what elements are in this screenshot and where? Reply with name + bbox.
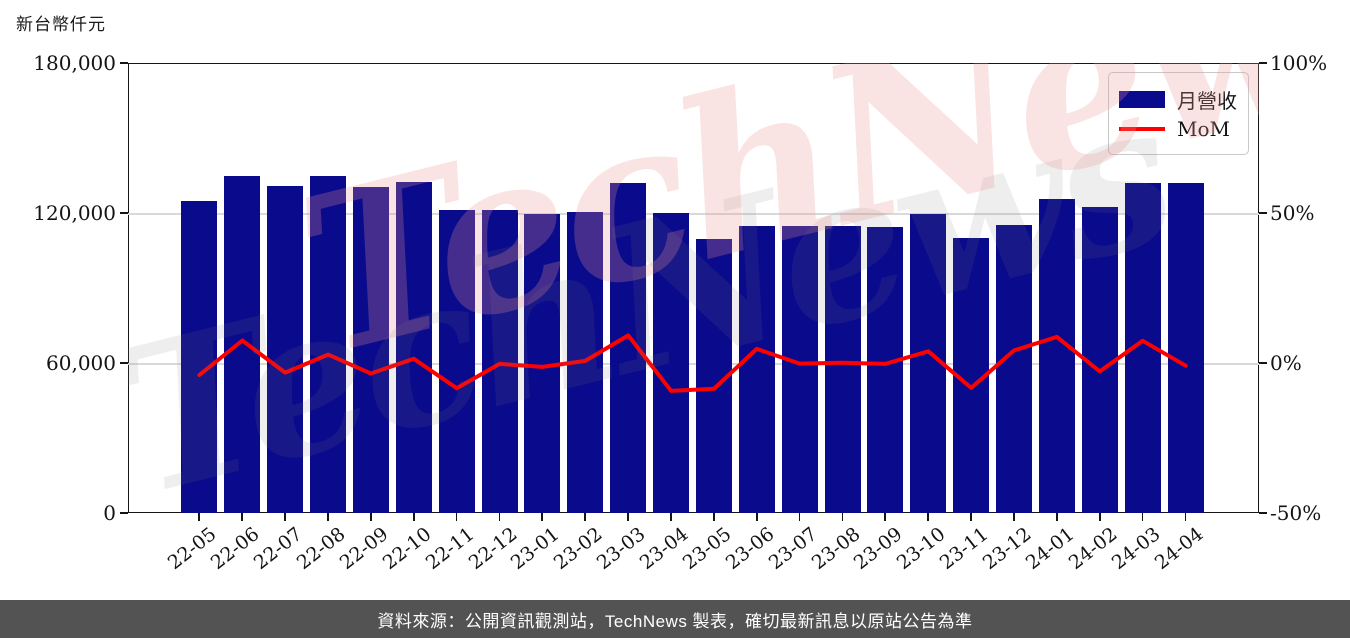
x-tick-mark-22-10 <box>412 513 415 521</box>
legend-revenue-label: 月營收 <box>1177 89 1237 113</box>
left-tick-label-120,000: 120,000 <box>33 201 116 225</box>
revenue-bar-23-06 <box>738 226 775 513</box>
legend-mom-label: MoM <box>1177 117 1230 141</box>
x-tick-mark-23-03 <box>627 513 629 521</box>
legend-row-revenue: 月營收 <box>1119 85 1237 114</box>
left-tick-mark <box>120 362 128 364</box>
x-tick-mark-23-12 <box>1013 513 1015 521</box>
revenue-bar-23-04 <box>653 213 690 513</box>
mom-line <box>197 333 1188 393</box>
x-tick-mark-22-11 <box>455 513 458 521</box>
revenue-bar-22-09 <box>352 187 389 513</box>
x-tick-mark-23-02 <box>584 513 587 521</box>
left-tick-label-180,000: 180,000 <box>33 51 116 75</box>
revenue-bar-23-08 <box>824 226 861 513</box>
revenue-bar-22-11 <box>438 210 475 513</box>
x-tick-mark-22-09 <box>369 513 372 521</box>
x-tick-mark-22-08 <box>327 513 329 521</box>
x-tick-mark-23-07 <box>798 513 801 521</box>
gridline-120000 <box>128 213 1259 215</box>
legend-row-mom: MoM <box>1119 117 1236 141</box>
mom-line-chart <box>197 333 1188 393</box>
x-tick-mark-22-07 <box>284 513 286 521</box>
x-tick-mark-24-03 <box>1141 513 1144 521</box>
revenue-bar-22-10 <box>395 182 432 513</box>
right-tick-label-100%: 100% <box>1270 51 1328 75</box>
left-tick-label-60,000: 60,000 <box>46 351 116 375</box>
revenue-bar-24-04 <box>1167 183 1204 513</box>
right-tick-label-50%: 50% <box>1270 201 1315 225</box>
revenue-bar-22-05 <box>181 201 218 513</box>
source-footer: 資料來源：公開資訊觀測站，TechNews 製表，確切最新訊息以原站公告為準 <box>0 600 1350 638</box>
x-tick-mark-24-04 <box>1184 513 1187 521</box>
x-tick-mark-23-04 <box>670 513 672 521</box>
legend: 月營收 MoM <box>1108 72 1249 155</box>
x-tick-mark-24-01 <box>1055 513 1058 521</box>
revenue-bar-23-07 <box>781 226 818 513</box>
revenue-bar-22-07 <box>267 185 304 513</box>
right-tick-mark <box>1259 212 1267 214</box>
revenue-bar-24-01 <box>1038 199 1075 513</box>
x-tick-mark-24-02 <box>1098 513 1101 521</box>
revenue-bar-23-12 <box>996 225 1033 513</box>
right-tick-mark <box>1259 512 1267 514</box>
right-tick-label-0%: 0% <box>1270 351 1302 375</box>
x-tick-mark-22-12 <box>498 513 501 521</box>
left-tick-label-0: 0 <box>103 501 116 525</box>
right-tick-label--50%: -50% <box>1270 501 1322 525</box>
x-tick-mark-23-10 <box>927 513 930 521</box>
left-tick-mark <box>120 62 128 64</box>
plot-area: 月營收 MoM TechNews TechNews <box>128 63 1259 513</box>
revenue-bar-22-08 <box>310 175 347 513</box>
x-tick-mark-23-05 <box>712 513 715 521</box>
left-tick-mark <box>120 512 128 514</box>
revenue-bar-swatch <box>1119 91 1165 108</box>
right-tick-mark <box>1259 362 1267 364</box>
revenue-bar-22-06 <box>224 176 261 513</box>
right-tick-mark <box>1259 62 1267 64</box>
mom-line-swatch <box>1119 127 1165 131</box>
x-tick-mark-22-06 <box>241 513 244 521</box>
revenue-bar-23-09 <box>867 227 904 513</box>
source-footer-text: 資料來源：公開資訊觀測站，TechNews 製表，確切最新訊息以原站公告為準 <box>377 611 973 631</box>
x-tick-mark-23-11 <box>970 513 972 521</box>
x-tick-mark-23-06 <box>755 513 758 521</box>
x-tick-mark-23-08 <box>841 513 844 521</box>
revenue-bar-22-12 <box>481 210 518 513</box>
x-tick-mark-22-05 <box>198 513 201 521</box>
gridline-60000 <box>128 363 1259 365</box>
axis-unit-title: 新台幣仟元 <box>16 15 106 34</box>
x-tick-mark-23-09 <box>884 513 887 521</box>
x-tick-mark-23-01 <box>541 513 544 521</box>
left-tick-mark <box>120 212 128 214</box>
